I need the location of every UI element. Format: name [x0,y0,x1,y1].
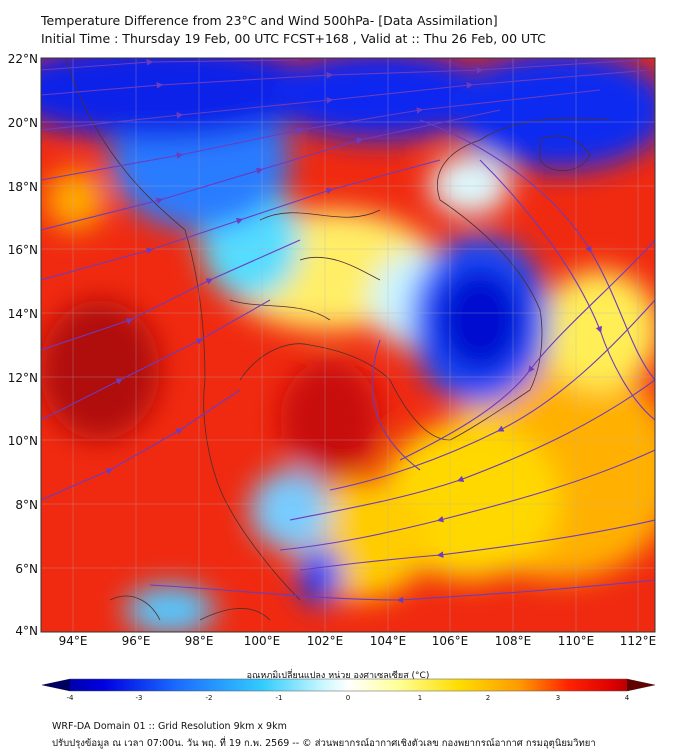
lon-label: 98°E [184,634,214,648]
colorbar-tick: 1 [417,694,423,702]
lat-label: 22°N [7,52,38,66]
lon-label: 94°E [58,634,88,648]
temperature-field [41,58,655,632]
colorbar-tick: -3 [135,694,143,702]
lon-label: 104°E [369,634,407,648]
colorbar-tick: 0 [345,694,351,702]
colorbar-tick: -2 [205,694,213,702]
lat-label: 10°N [7,434,38,448]
map-subtitle: Initial Time : Thursday 19 Feb, 00 UTC F… [41,31,546,46]
map-title: Temperature Difference from 23°C and Win… [41,13,498,28]
lon-label: 106°E [431,634,469,648]
colorbar-title: อุณหภูมิเปลี่ยนแปลง หน่วย องศาเซลเซียส (… [246,671,430,681]
temperature-wind-map [40,57,656,633]
lat-label: 12°N [7,371,38,385]
lat-label: 18°N [7,180,38,194]
lat-label: 6°N [15,562,38,576]
lon-label: 112°E [619,634,657,648]
lat-label: 14°N [7,307,38,321]
coastlines [64,58,611,621]
footer-model-info: WRF-DA Domain 01 :: Grid Resolution 9km … [52,721,287,732]
lat-label: 20°N [7,116,38,130]
lon-label: 100°E [243,634,281,648]
lat-label: 8°N [15,498,38,512]
lon-label: 108°E [494,634,532,648]
footer-credit: ปรับปรุงข้อมูล ณ เวลา 07:00น. วัน พฤ. ที… [52,738,596,749]
colorbar-tick: 3 [555,694,561,702]
lon-label: 102°E [306,634,344,648]
wind-streamlines [41,58,655,604]
colorbar [41,678,656,692]
colorbar-tick: 4 [624,694,630,702]
lat-label: 16°N [7,243,38,257]
lat-label: 4°N [15,624,38,638]
colorbar-tick: -4 [66,694,74,702]
colorbar-tick: -1 [275,694,283,702]
lon-label: 110°E [557,634,595,648]
colorbar-tick: 2 [485,694,491,702]
lon-label: 96°E [121,634,151,648]
